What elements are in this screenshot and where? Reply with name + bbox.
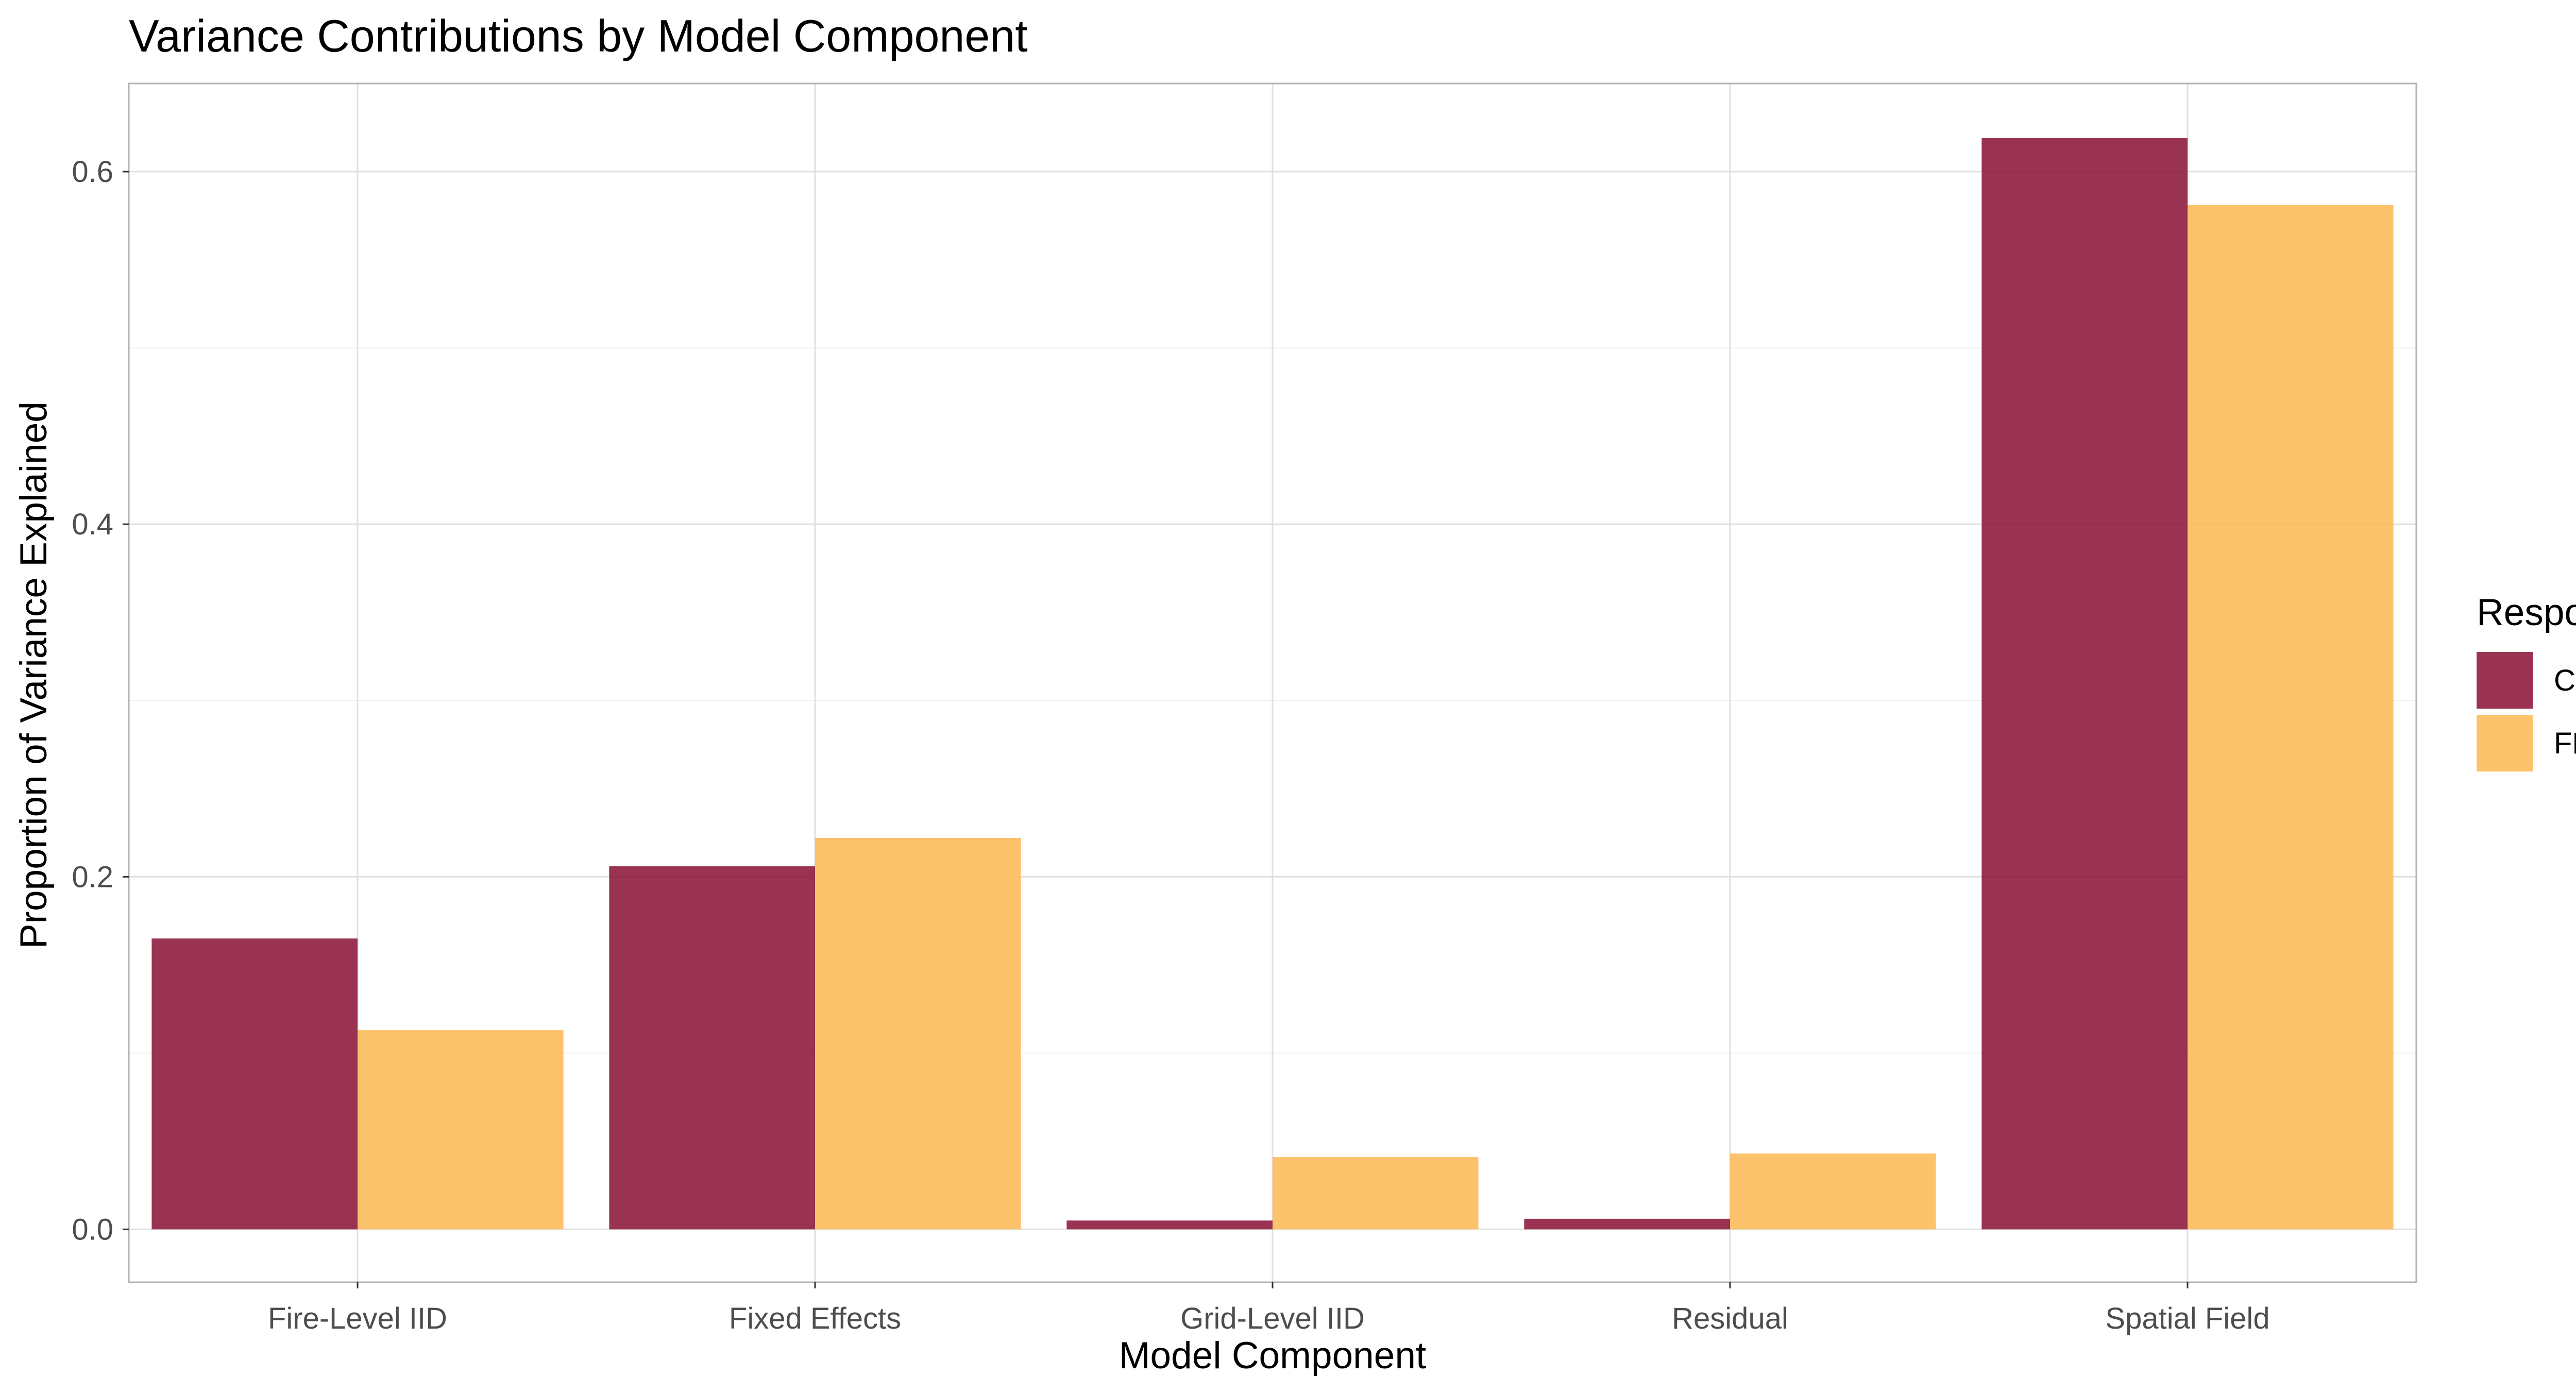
x-tick-label: Fire-Level IID [268, 1302, 447, 1335]
bar-frp-spatial-field [2188, 205, 2394, 1230]
y-tick-label: 0.6 [72, 155, 113, 189]
bar-cbi-residual [1524, 1218, 1730, 1230]
bar-frp-residual [1730, 1153, 1936, 1230]
legend: Response CBI FRP [2477, 592, 2576, 772]
x-axis: Fire-Level IID Fixed Effects Grid-Level II… [268, 1282, 2270, 1335]
bar-cbi-fire-level-iid [151, 938, 358, 1230]
bar-frp-fire-level-iid [358, 1030, 564, 1230]
x-axis-title: Model Component [1119, 1335, 1427, 1377]
legend-label-cbi: CBI [2554, 664, 2576, 697]
bar-cbi-fixed-effects [609, 866, 815, 1230]
y-tick-label: 0.0 [72, 1213, 113, 1246]
bar-cbi-grid-level-iid [1066, 1220, 1273, 1230]
y-tick-label: 0.2 [72, 860, 113, 894]
x-tick-label: Residual [1672, 1302, 1788, 1335]
legend-label-frp: FRP [2554, 727, 2576, 760]
x-tick-label: Grid-Level IID [1180, 1302, 1365, 1335]
bars [151, 138, 2394, 1230]
y-axis: 0.0 0.2 0.4 0.6 [72, 155, 129, 1246]
bar-cbi-spatial-field [1981, 138, 2188, 1230]
legend-key-cbi [2477, 652, 2533, 709]
legend-key-frp [2477, 715, 2533, 772]
y-axis-title: Proportion of Variance Explained [13, 401, 55, 949]
x-tick-label: Spatial Field [2105, 1302, 2269, 1335]
bar-frp-fixed-effects [815, 838, 1021, 1230]
x-tick-label: Fixed Effects [729, 1302, 901, 1335]
chart-title: Variance Contributions by Model Componen… [129, 10, 1028, 61]
legend-title: Response [2477, 592, 2576, 633]
y-tick-label: 0.4 [72, 508, 113, 541]
bar-frp-grid-level-iid [1273, 1157, 1479, 1230]
